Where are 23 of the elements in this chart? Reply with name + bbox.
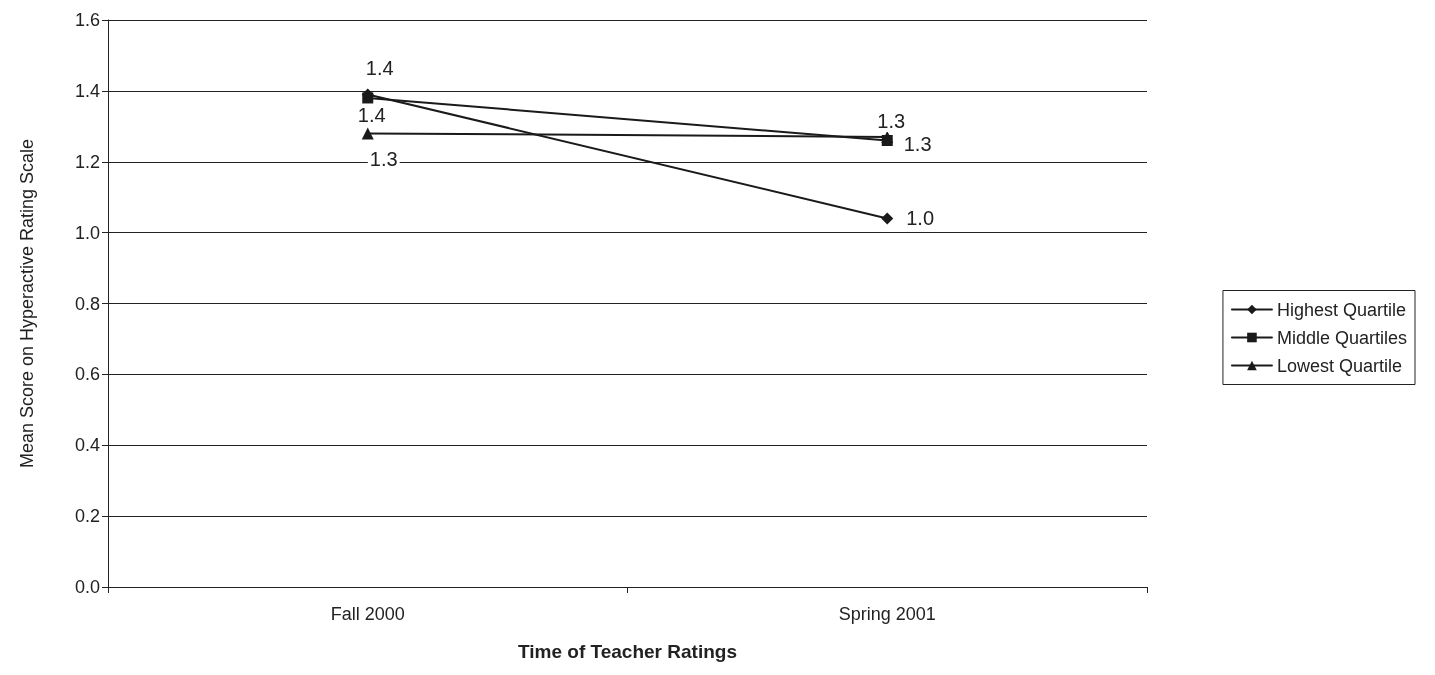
y-tick-label: 0.2 — [74, 506, 100, 527]
data-label: 1.0 — [906, 207, 935, 230]
legend-label: Highest Quartile — [1276, 299, 1407, 320]
data-label: 1.3 — [369, 148, 398, 171]
y-tick-label: 0.6 — [74, 364, 100, 385]
x-tick-label: Spring 2001 — [838, 604, 936, 624]
data-label: 1.3 — [877, 109, 906, 132]
data-label: 1.3 — [903, 133, 932, 156]
data-label: 1.4 — [365, 57, 394, 80]
y-tick-label: 0.4 — [74, 435, 100, 456]
legend-label: Lowest Quartile — [1276, 355, 1403, 376]
x-tick-label: Fall 2000 — [330, 604, 405, 624]
legend-label: Middle Quartiles — [1276, 327, 1408, 348]
x-axis-title: Time of Teacher Ratings — [518, 641, 737, 662]
y-tick-label: 1.0 — [74, 222, 100, 243]
y-axis-title: Mean Score on Hyperactive Rating Scale — [17, 138, 37, 469]
data-label: 1.4 — [357, 104, 386, 127]
point — [881, 212, 894, 225]
y-tick-label: 0.8 — [74, 293, 100, 314]
y-tick-label: 1.6 — [74, 10, 100, 30]
y-tick-label: 0.0 — [74, 577, 100, 597]
y-tick-label: 1.2 — [74, 151, 100, 172]
y-tick-label: 1.4 — [74, 80, 100, 101]
